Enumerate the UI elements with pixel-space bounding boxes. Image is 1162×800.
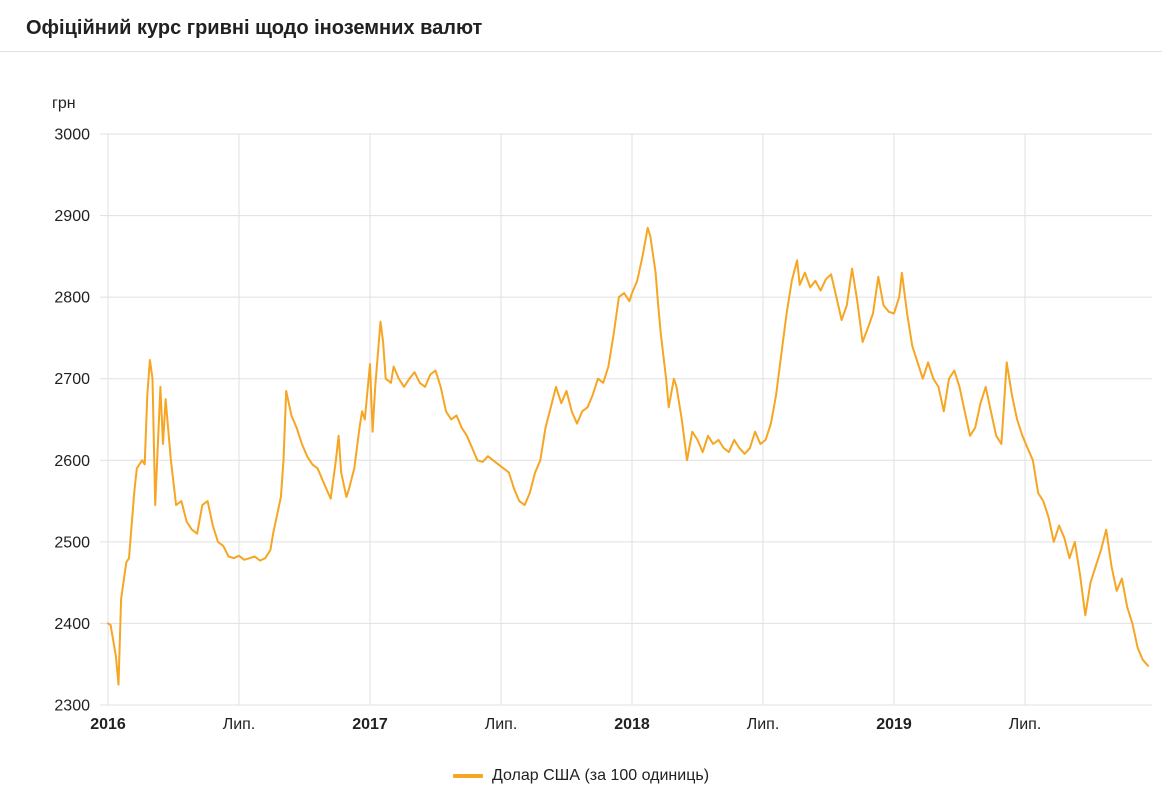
- x-tick-label: Лип.: [1009, 716, 1042, 733]
- x-tick-label: 2019: [876, 716, 912, 733]
- y-tick-label: 2800: [54, 290, 90, 307]
- y-tick-label: 2600: [54, 453, 90, 470]
- x-tick-label: 2016: [90, 716, 126, 733]
- y-tick-label: 2500: [54, 534, 90, 551]
- x-tick-label: Лип.: [485, 716, 518, 733]
- y-tick-label: 2700: [54, 371, 90, 388]
- legend-label: Долар США (за 100 одиниць): [491, 767, 710, 784]
- y-tick-label: 2900: [54, 208, 90, 225]
- y-tick-label: 2400: [54, 616, 90, 633]
- chart-title: Офіційний курс гривні щодо іноземних вал…: [26, 17, 483, 39]
- y-tick-label: 3000: [54, 127, 90, 144]
- x-tick-label: Лип.: [223, 716, 256, 733]
- x-tick-label: 2018: [614, 716, 650, 733]
- chart-legend: Долар США (за 100 одиниць): [0, 760, 1162, 792]
- series-line-usd[interactable]: [107, 226, 1150, 686]
- chart-header: Офіційний курс гривні щодо іноземних вал…: [0, 0, 1162, 52]
- x-tick-label: 2017: [352, 716, 388, 733]
- y-tick-label: 2300: [54, 698, 90, 715]
- line-chart-plot[interactable]: 2300 2400 2500 2600 2700 2800 2900 3000 2016 Лип.…: [0, 0, 1162, 760]
- x-tick-label: Лип.: [747, 716, 780, 733]
- y-axis-unit-label: грн: [52, 95, 76, 112]
- legend-line-marker: [452, 774, 483, 778]
